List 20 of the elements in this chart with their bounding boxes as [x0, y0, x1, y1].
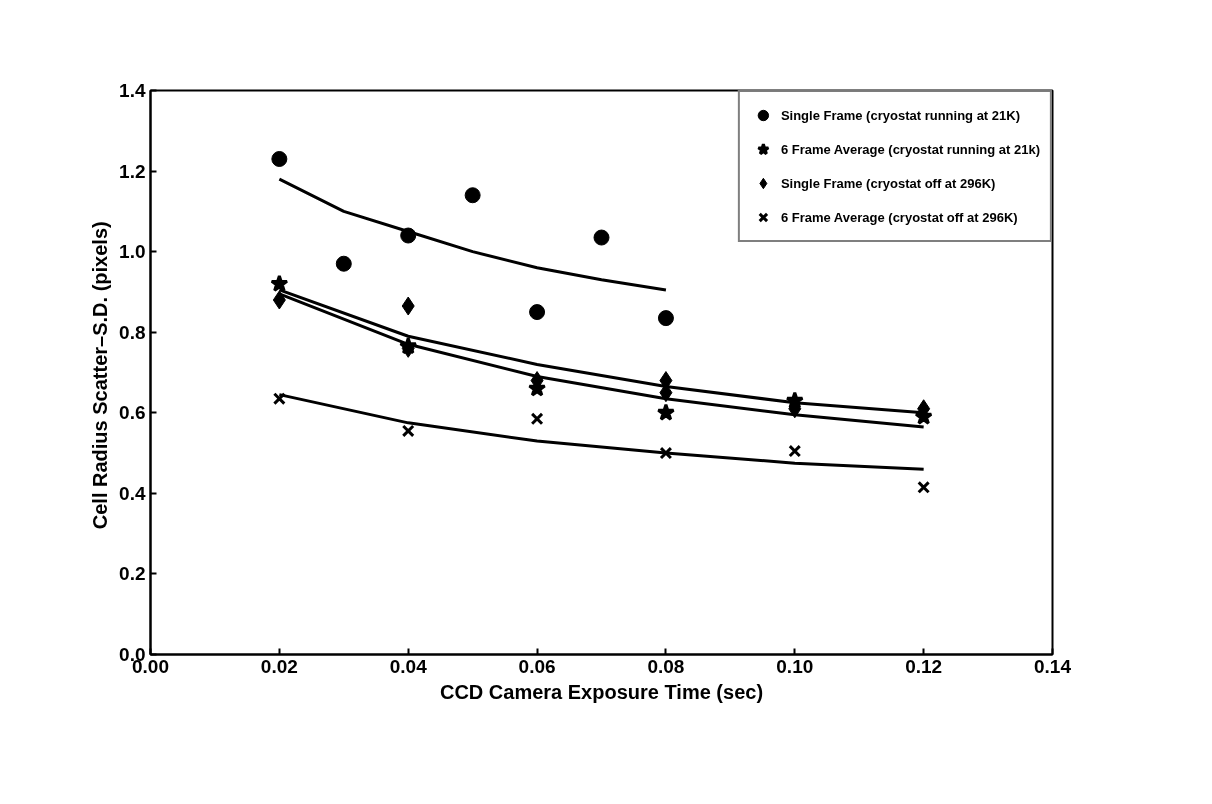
- x-tick-label: 0.02: [260, 655, 298, 677]
- legend-label: 6 Frame Average (cryostat running at 21k): [780, 141, 1040, 157]
- y-tick-label: 0.2: [119, 563, 146, 585]
- x-tick-label: 0.08: [647, 655, 685, 677]
- x-tick-label: 0.14: [1034, 655, 1072, 677]
- y-tick-label: 1.2: [119, 160, 146, 182]
- y-axis-title: Cell Radius Scatter–S.D. (pixels): [89, 221, 112, 530]
- x-tick-label: 0.06: [518, 655, 556, 677]
- y-tick-label: 0.4: [119, 482, 146, 504]
- x-tick-label: 0.10: [776, 655, 814, 677]
- legend-label: 6 Frame Average (cryostat off at 296K): [780, 209, 1018, 225]
- y-tick-label: 1.4: [119, 80, 146, 101]
- x-tick-label: 0.12: [905, 655, 943, 677]
- y-tick-label: 0.6: [119, 402, 146, 424]
- x-axis-title: CCD Camera Exposure Time (sec): [439, 680, 764, 703]
- legend-label: Single Frame (cryostat off at 296K): [780, 175, 996, 191]
- y-tick-label: 0.8: [119, 321, 146, 343]
- x-tick-label: 0.04: [389, 655, 428, 677]
- legend-label: Single Frame (cryostat running at 21K): [780, 107, 1020, 123]
- y-tick-label: 1.0: [119, 241, 146, 263]
